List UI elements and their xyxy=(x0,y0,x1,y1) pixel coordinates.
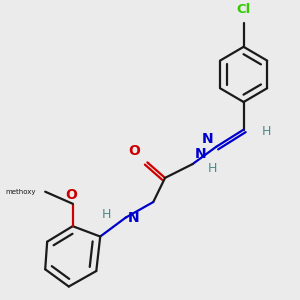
Text: H: H xyxy=(101,208,111,220)
Text: H: H xyxy=(261,125,271,138)
Text: N: N xyxy=(201,132,213,146)
Text: Cl: Cl xyxy=(236,3,251,16)
Text: N: N xyxy=(194,147,206,161)
Text: O: O xyxy=(65,188,77,202)
Text: methoxy: methoxy xyxy=(5,189,35,195)
Text: O: O xyxy=(128,144,140,158)
Text: H: H xyxy=(208,162,217,175)
Text: N: N xyxy=(128,211,139,225)
